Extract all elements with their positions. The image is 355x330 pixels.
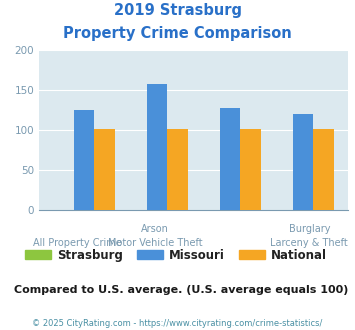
Legend: Strasburg, Missouri, National: Strasburg, Missouri, National [20,244,331,266]
Bar [73,110,94,210]
Text: Motor Vehicle Theft: Motor Vehicle Theft [108,238,202,248]
Text: Larceny & Theft: Larceny & Theft [271,238,348,248]
Text: Arson: Arson [141,224,169,234]
Bar [240,129,261,210]
Text: Compared to U.S. average. (U.S. average equals 100): Compared to U.S. average. (U.S. average … [14,285,349,295]
Bar [313,129,334,210]
Text: Burglary: Burglary [289,224,330,234]
Bar [147,84,167,210]
Text: Property Crime Comparison: Property Crime Comparison [63,26,292,41]
Bar [167,129,188,210]
Text: © 2025 CityRating.com - https://www.cityrating.com/crime-statistics/: © 2025 CityRating.com - https://www.city… [32,319,323,328]
Bar [94,129,115,210]
Bar [293,114,313,210]
Bar [220,108,240,210]
Text: All Property Crime: All Property Crime [33,238,122,248]
Text: 2019 Strasburg: 2019 Strasburg [114,3,241,18]
